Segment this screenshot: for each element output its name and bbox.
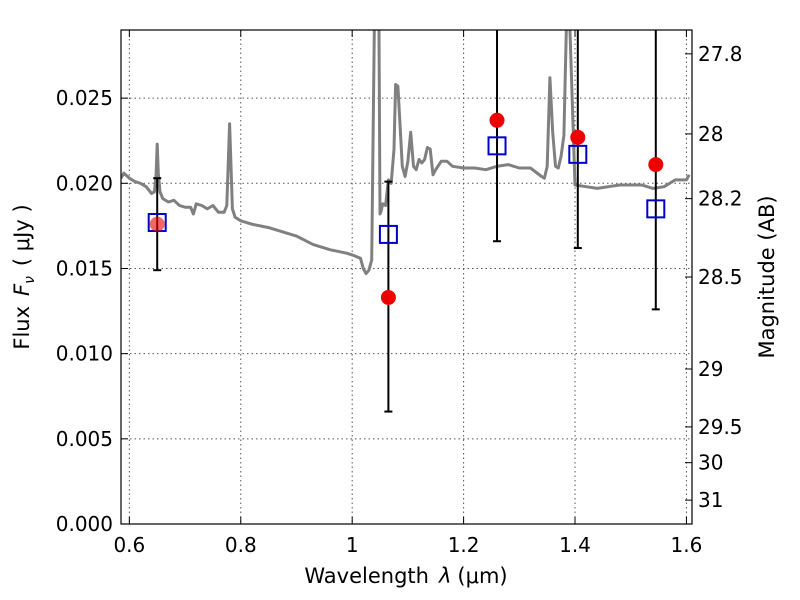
plot-area	[121, 30, 691, 413]
model-square-marker	[487, 136, 507, 156]
y-axis-label-symbol: F	[10, 283, 34, 296]
x-tick-label: 0.8	[225, 533, 257, 557]
x-tick-label: 0.6	[113, 533, 145, 557]
y-tick-label: 0.005	[56, 427, 113, 451]
y2-tick-label: 29.5	[698, 415, 743, 439]
y-tick-label: 0.000	[56, 512, 113, 536]
y2-axis-title: Magnitude (AB)	[755, 195, 779, 358]
y2-tick-label: 28.5	[698, 265, 743, 289]
x-axis-label-unit: (μm)	[457, 564, 507, 588]
model-square-marker	[378, 224, 398, 244]
observed-circle-marker	[380, 289, 396, 305]
x-tick-label: 1	[346, 533, 359, 557]
observed-circle-marker	[489, 112, 505, 128]
y2-tick-label: 28.2	[698, 187, 743, 211]
y2-tick-label: 27.8	[698, 42, 743, 66]
y2-tick-label: 28	[698, 122, 723, 146]
y2-tick-label: 29	[698, 357, 723, 381]
y2-tick-label: 31	[698, 488, 723, 512]
observed-circle-marker	[149, 216, 165, 232]
y-axis-title: Flux Fν ( μJy )	[10, 204, 38, 349]
model-square-marker	[646, 199, 666, 219]
axis-ticks: 0.6 0.8 1 1.2 1.4 1.6 0.000 0.005 0.010 0.015 0.02…	[56, 30, 743, 557]
observed-circle-marker	[570, 129, 586, 145]
plot-frame	[120, 29, 693, 525]
x-tick-label: 1.6	[671, 533, 703, 557]
y-axis-label-text: Flux	[10, 306, 34, 350]
spectrum-line	[121, 30, 691, 276]
x-tick-label: 1.2	[448, 533, 480, 557]
y-axis-label-subscript: ν	[22, 276, 38, 284]
x-axis-label-text: Wavelength	[304, 564, 429, 588]
y-tick-label: 0.025	[56, 86, 113, 110]
x-tick-label: 1.4	[559, 533, 591, 557]
x-axis-label-symbol: λ	[438, 564, 451, 588]
grid	[121, 30, 692, 525]
observed-circle-marker	[648, 157, 664, 173]
y-tick-label: 0.020	[56, 171, 113, 195]
y-tick-label: 0.010	[56, 342, 113, 366]
y2-tick-label: 30	[698, 451, 723, 475]
y-tick-label: 0.015	[56, 256, 113, 280]
y-axis-label-unit: ( μJy )	[10, 204, 34, 266]
x-axis-title: Wavelength λ (μm)	[304, 564, 507, 588]
model-square-marker	[568, 144, 588, 164]
